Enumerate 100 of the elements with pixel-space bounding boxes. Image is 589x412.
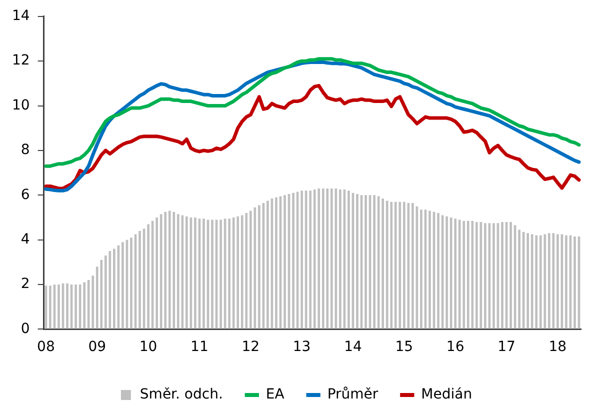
bar bbox=[122, 242, 124, 329]
bar bbox=[518, 230, 520, 329]
bar bbox=[130, 238, 132, 329]
bar bbox=[454, 218, 456, 329]
bar bbox=[74, 284, 77, 329]
y-tick-label: 0 bbox=[20, 320, 30, 337]
bar bbox=[382, 198, 384, 329]
bar bbox=[535, 235, 538, 329]
bar bbox=[420, 210, 422, 329]
bar bbox=[156, 217, 158, 329]
bar bbox=[186, 216, 188, 329]
legend-label: Směr. odch. bbox=[140, 386, 223, 403]
bar bbox=[462, 220, 466, 329]
bar bbox=[266, 200, 269, 329]
legend-label: Medián bbox=[421, 386, 472, 403]
bar bbox=[480, 222, 482, 329]
bar bbox=[147, 224, 150, 329]
bar bbox=[539, 235, 542, 329]
bar bbox=[232, 217, 235, 329]
bar bbox=[475, 222, 478, 329]
bar bbox=[66, 283, 68, 329]
bar bbox=[326, 188, 329, 329]
bar bbox=[258, 205, 260, 329]
bar bbox=[100, 260, 103, 329]
bar bbox=[318, 188, 320, 329]
bar bbox=[172, 212, 176, 329]
bar bbox=[466, 220, 470, 329]
bar bbox=[574, 236, 576, 329]
bar bbox=[181, 215, 184, 329]
bar bbox=[249, 210, 252, 329]
x-tick-label: 14 bbox=[344, 339, 362, 356]
bar bbox=[484, 223, 486, 329]
x-tick-label: 12 bbox=[242, 339, 260, 356]
bar bbox=[437, 213, 440, 329]
bar bbox=[398, 202, 402, 329]
bar bbox=[428, 210, 431, 329]
bar bbox=[309, 190, 312, 329]
bar bbox=[458, 220, 461, 329]
bar bbox=[211, 220, 214, 329]
bar bbox=[544, 234, 546, 329]
y-tick-label: 6 bbox=[20, 186, 30, 203]
bar bbox=[245, 213, 248, 329]
legend-label: EA bbox=[266, 386, 285, 403]
y-tick-label: 2 bbox=[20, 276, 30, 292]
bar bbox=[108, 251, 112, 329]
bar bbox=[402, 202, 406, 329]
bar bbox=[348, 190, 350, 329]
x-tick-label: 10 bbox=[139, 339, 158, 356]
bar bbox=[284, 195, 286, 329]
bar bbox=[164, 212, 167, 329]
bar bbox=[530, 234, 534, 329]
bar bbox=[138, 230, 141, 329]
x-tick-label: 15 bbox=[395, 339, 414, 356]
bar bbox=[49, 286, 52, 329]
bar bbox=[322, 188, 324, 329]
bar bbox=[386, 200, 388, 329]
x-tick-label: 13 bbox=[292, 339, 311, 356]
x-tick-label: 09 bbox=[88, 339, 106, 356]
bar bbox=[510, 222, 512, 329]
y-tick-label: 10 bbox=[12, 97, 30, 114]
bar bbox=[220, 220, 222, 329]
bar bbox=[254, 207, 256, 329]
bar bbox=[390, 202, 393, 329]
bar bbox=[113, 248, 116, 329]
x-tick-label: 08 bbox=[37, 339, 55, 356]
bar bbox=[446, 216, 448, 329]
bar bbox=[176, 214, 180, 329]
bar bbox=[373, 195, 376, 329]
bar bbox=[526, 233, 529, 329]
bar bbox=[501, 222, 504, 329]
bar bbox=[202, 218, 205, 329]
x-tick-label: 11 bbox=[190, 339, 208, 356]
bar bbox=[339, 190, 342, 329]
x-tick-label: 16 bbox=[446, 339, 464, 356]
bar bbox=[556, 234, 559, 329]
bar bbox=[492, 223, 495, 329]
bar bbox=[240, 215, 244, 329]
bar bbox=[364, 195, 367, 329]
bar bbox=[412, 202, 414, 329]
bar bbox=[194, 217, 196, 329]
bar bbox=[236, 216, 240, 329]
bar bbox=[330, 188, 333, 329]
bar bbox=[300, 190, 303, 329]
bar bbox=[471, 220, 474, 329]
y-tick-label: 14 bbox=[12, 8, 30, 24]
legend-label: Průměr bbox=[327, 386, 378, 403]
bar bbox=[313, 190, 316, 329]
bar bbox=[92, 276, 94, 329]
bar bbox=[160, 214, 162, 329]
x-tick-label: 18 bbox=[548, 339, 567, 356]
bar bbox=[83, 282, 86, 329]
bar bbox=[228, 218, 230, 329]
bar bbox=[548, 233, 550, 329]
y-tick-label: 8 bbox=[20, 142, 30, 158]
bar bbox=[394, 202, 397, 329]
y-tick-label: 4 bbox=[20, 231, 30, 248]
bar bbox=[104, 255, 107, 329]
bar bbox=[168, 210, 171, 329]
bar bbox=[552, 233, 555, 329]
x-tick-label: 17 bbox=[498, 339, 516, 356]
